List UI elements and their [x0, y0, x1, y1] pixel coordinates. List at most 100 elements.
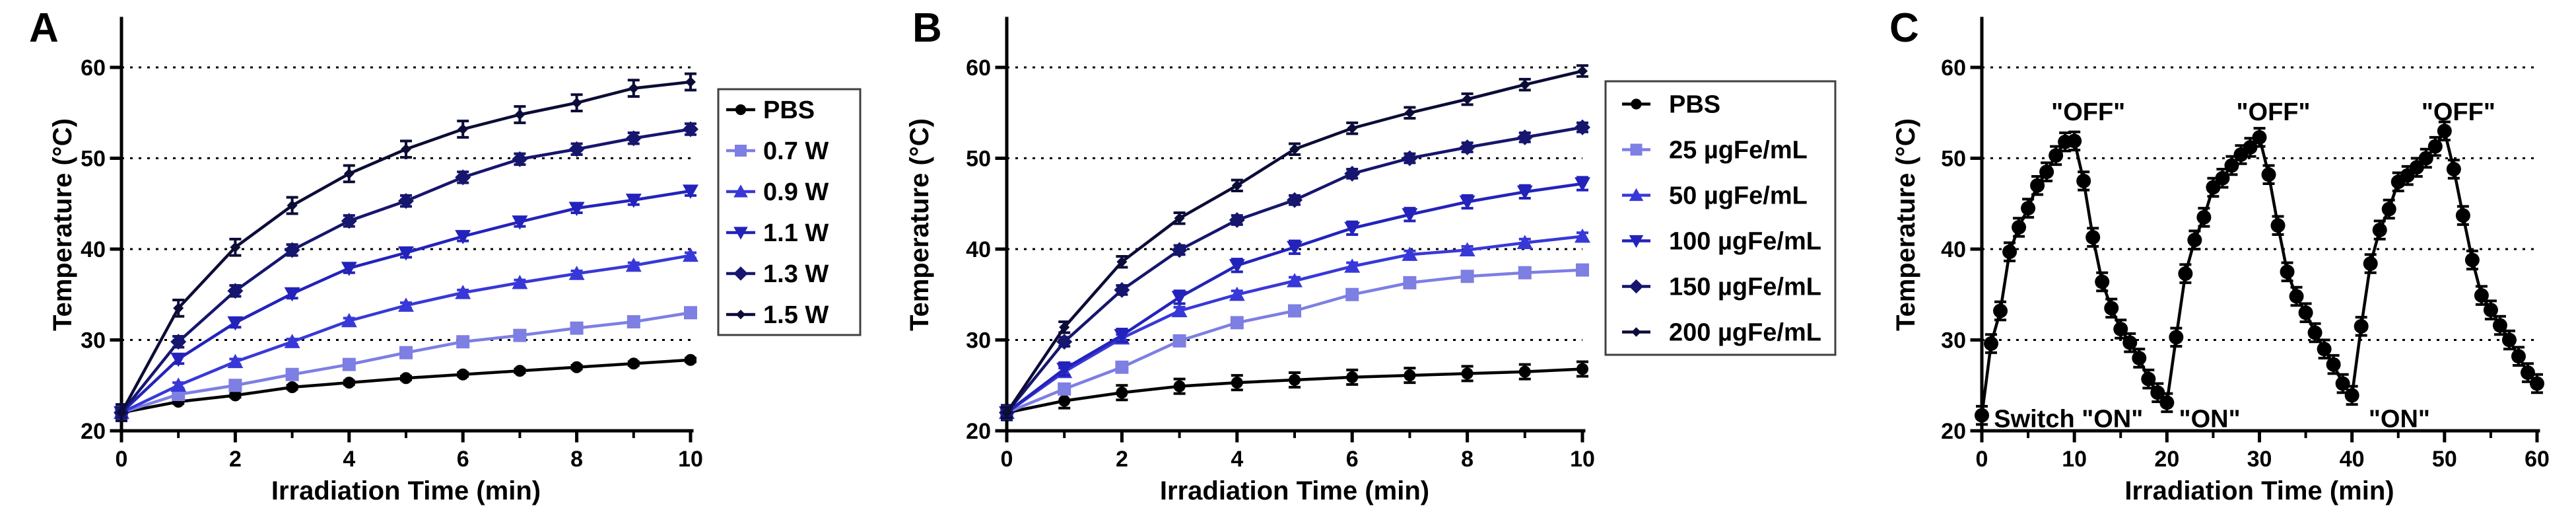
circle-marker — [2169, 330, 2184, 345]
triangle-down-marker — [170, 352, 187, 367]
y-tick-label: 30 — [966, 328, 991, 353]
diamond-marker — [1516, 129, 1533, 145]
diamond-marker — [1459, 139, 1475, 155]
diamond-marker — [1402, 150, 1418, 167]
x-axis-title: Irradiation Time (min) — [2124, 476, 2394, 505]
legend-item: 1.1 W — [726, 219, 829, 247]
legend-item: PBS — [726, 96, 815, 124]
diamond-marker — [458, 124, 469, 135]
circle-marker — [2372, 223, 2387, 238]
y-axis-title: Temperature (°C) — [905, 118, 934, 331]
triangle-up-marker — [625, 257, 642, 272]
circle-marker — [570, 361, 583, 373]
circle-marker — [2021, 201, 2036, 216]
diamond-marker — [398, 193, 414, 209]
annotation-label: "ON" — [2179, 406, 2241, 433]
x-tick-label: 10 — [1570, 447, 1595, 472]
triangle-down-marker — [625, 194, 642, 208]
legend-item: 0.7 W — [726, 137, 829, 165]
legend-item: 150 µgFe/mL — [1622, 274, 1821, 301]
circle-marker — [2418, 151, 2433, 166]
circle-marker — [2317, 342, 2332, 357]
diamond-marker — [514, 109, 525, 120]
square-marker — [228, 379, 242, 392]
x-tick-label: 10 — [678, 447, 703, 472]
circle-marker — [2206, 180, 2221, 195]
diamond-marker — [1575, 119, 1590, 135]
circle-marker — [1993, 303, 2008, 318]
x-axis-title: Irradiation Time (min) — [1160, 476, 1429, 505]
y-tick-label: 40 — [1941, 237, 1966, 262]
diamond-marker — [1059, 322, 1070, 333]
diamond-marker — [685, 77, 696, 87]
error-bars — [1001, 264, 1588, 419]
y-tick-label: 20 — [81, 419, 106, 444]
circle-marker — [2437, 124, 2452, 139]
circle-marker — [2409, 160, 2424, 175]
circle-marker — [2122, 335, 2138, 350]
series-PBS — [1001, 360, 1588, 422]
diamond-marker — [683, 121, 698, 137]
circle-marker — [2530, 376, 2544, 391]
diamond-marker — [287, 200, 298, 211]
triangle-up-marker — [227, 353, 244, 369]
square-marker — [570, 321, 584, 335]
diamond-marker — [568, 141, 585, 157]
tick-labels: 20 30 40 50 60 0 2 4 6 8 10 — [81, 56, 703, 472]
square-marker — [1115, 360, 1129, 374]
legend-box — [1604, 80, 1837, 356]
square-marker — [735, 145, 747, 157]
triangle-up-marker — [284, 334, 300, 348]
circle-marker — [400, 372, 412, 385]
circle-marker — [1116, 387, 1128, 399]
circle-marker — [2520, 365, 2535, 380]
x-tick-label: 10 — [2062, 447, 2087, 472]
triangle-down-marker — [1629, 235, 1644, 248]
x-tick-label: 4 — [343, 447, 355, 472]
triangle-up-marker — [568, 266, 585, 280]
y-tick-label: 50 — [81, 147, 106, 172]
circle-marker — [2141, 371, 2156, 387]
legend-label: 1.1 W — [763, 219, 829, 247]
triangle-up-marker — [1344, 258, 1361, 273]
diamond-marker — [230, 242, 241, 253]
square-marker — [627, 315, 640, 328]
legend-box — [717, 88, 862, 336]
legend-label: 150 µgFe/mL — [1669, 274, 1821, 301]
circle-marker — [2363, 256, 2378, 271]
triangle-up-marker — [1229, 286, 1245, 301]
legend-label: 100 µgFe/mL — [1669, 228, 1821, 256]
diamond-marker — [227, 283, 244, 299]
triangle-down-marker — [1229, 259, 1245, 274]
circle-marker — [1058, 394, 1071, 407]
y-tick-label: 20 — [966, 419, 991, 444]
series-1.5 W — [116, 72, 696, 422]
circle-marker — [2261, 167, 2276, 182]
diamond-marker — [1462, 94, 1473, 105]
series-200 µgFe/mL — [1001, 64, 1588, 420]
circle-marker — [2354, 318, 2369, 334]
axes — [995, 17, 1586, 443]
y-tick-label: 60 — [81, 56, 106, 81]
series-0.7 W — [115, 306, 697, 420]
circle-marker — [2455, 208, 2470, 223]
diamond-marker — [1231, 180, 1242, 191]
circle-marker — [2076, 173, 2091, 188]
legend-label: 1.5 W — [763, 301, 829, 329]
triangle-down-marker — [341, 262, 357, 276]
diamond-marker — [1116, 256, 1128, 268]
diamond-marker — [1347, 123, 1358, 134]
legend-item: PBS — [1622, 91, 1720, 119]
circle-marker — [2039, 165, 2054, 180]
triangle-up-marker — [341, 313, 357, 328]
series-temperature-curve — [1975, 120, 2544, 426]
diamond-marker — [733, 266, 748, 281]
legend-label: PBS — [763, 96, 815, 124]
circle-marker — [2030, 178, 2045, 193]
y-tick-label: 60 — [1941, 56, 1966, 81]
circle-marker — [2298, 305, 2313, 320]
circle-marker — [1231, 377, 1243, 389]
panel-c-label: C — [1889, 5, 1919, 51]
circle-marker — [2492, 318, 2507, 333]
legend-label: 0.9 W — [763, 178, 829, 206]
